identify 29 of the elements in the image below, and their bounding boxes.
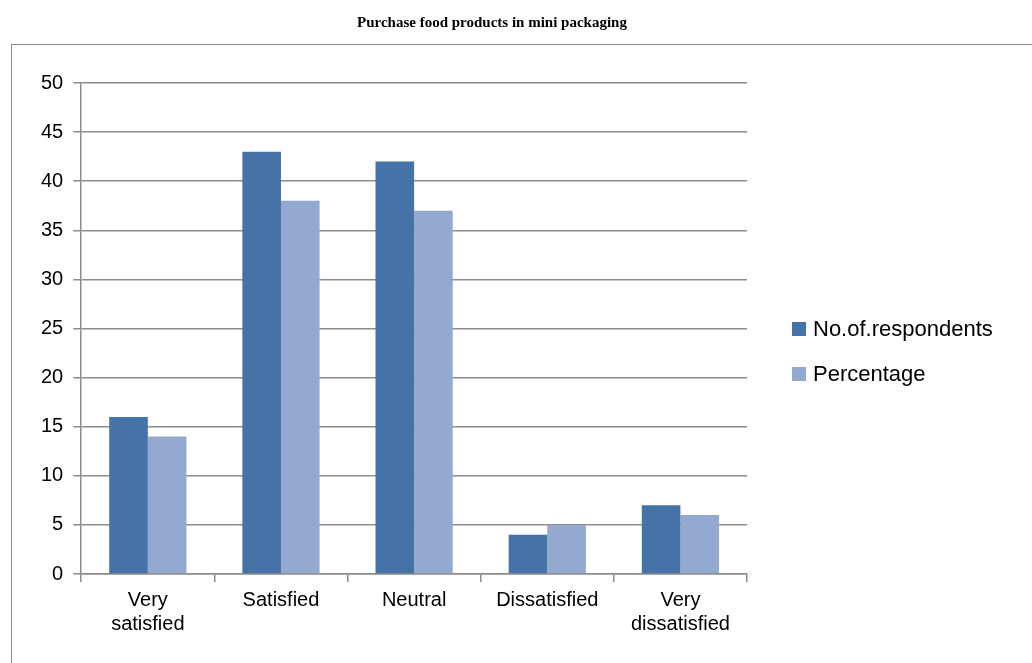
x-tick-label: Satisfied xyxy=(242,587,320,610)
x-tick-label: Very satisfied xyxy=(111,587,185,634)
bar xyxy=(680,515,720,574)
bar xyxy=(109,416,148,574)
y-tick-label: 50 xyxy=(41,70,64,93)
legend-label: Percentage xyxy=(813,360,926,387)
x-tick-label: Dissatisfied xyxy=(496,587,599,610)
bar xyxy=(147,436,187,574)
bar xyxy=(375,161,415,574)
y-tick-label: 30 xyxy=(41,266,64,289)
y-tick-label: 45 xyxy=(41,119,64,142)
y-tick-label: 0 xyxy=(52,561,64,584)
y-tick-label: 10 xyxy=(41,463,64,486)
bar xyxy=(242,151,281,574)
x-tick-label: Very dissatisfied xyxy=(630,587,730,634)
bar xyxy=(414,210,453,574)
chart-title: Purchase food products in mini packaging xyxy=(356,14,628,31)
legend-label: No.of.respondents xyxy=(813,315,993,342)
y-tick-label: 20 xyxy=(41,365,64,388)
bar xyxy=(508,534,548,574)
y-tick-label: 40 xyxy=(41,168,64,191)
bar xyxy=(641,505,681,574)
x-tick-label: Neutral xyxy=(381,587,447,610)
y-tick-label: 15 xyxy=(41,414,64,437)
y-tick-label: 35 xyxy=(41,217,64,240)
bar xyxy=(280,200,320,574)
y-tick-label: 5 xyxy=(52,512,64,535)
bar xyxy=(547,524,586,574)
y-tick-label: 25 xyxy=(41,316,64,339)
